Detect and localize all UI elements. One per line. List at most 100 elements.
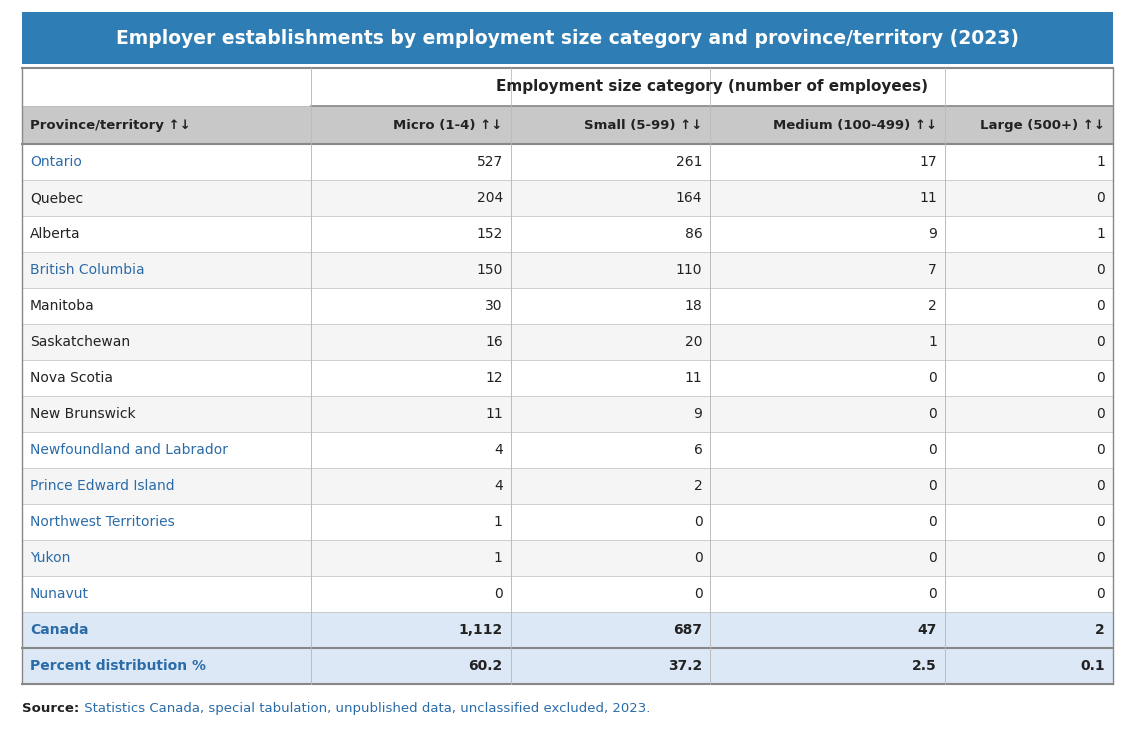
Text: Large (500+) ↑↓: Large (500+) ↑↓ <box>980 118 1105 132</box>
Bar <box>22 180 311 216</box>
Bar <box>511 106 711 144</box>
Text: 86: 86 <box>684 227 703 241</box>
Text: Manitoba: Manitoba <box>30 299 94 313</box>
Bar <box>311 180 511 216</box>
Text: 2.5: 2.5 <box>913 659 938 673</box>
Bar <box>945 648 1113 684</box>
Bar <box>22 252 311 288</box>
Bar <box>511 216 711 252</box>
Bar <box>311 648 511 684</box>
Bar <box>945 612 1113 648</box>
Text: 0.1: 0.1 <box>1081 659 1105 673</box>
Text: Source:: Source: <box>22 702 79 715</box>
Text: 204: 204 <box>477 191 503 205</box>
Bar <box>311 504 511 540</box>
Text: Yukon: Yukon <box>30 551 70 565</box>
Text: 0: 0 <box>1096 335 1105 349</box>
Bar <box>22 288 311 324</box>
Text: 0: 0 <box>1096 371 1105 385</box>
Text: Nunavut: Nunavut <box>30 587 89 601</box>
Text: Province/territory ↑↓: Province/territory ↑↓ <box>30 118 191 132</box>
Bar <box>22 576 311 612</box>
Bar <box>22 144 311 180</box>
Bar <box>311 360 511 396</box>
Text: 1: 1 <box>928 335 938 349</box>
Text: 2: 2 <box>928 299 938 313</box>
Bar <box>711 468 945 504</box>
Text: 2: 2 <box>1095 623 1105 637</box>
Bar <box>711 396 945 432</box>
Bar <box>22 396 311 432</box>
Bar <box>22 106 311 144</box>
Text: 0: 0 <box>1096 551 1105 565</box>
Text: 0: 0 <box>928 479 938 493</box>
Text: 12: 12 <box>485 371 503 385</box>
Text: 0: 0 <box>928 407 938 421</box>
Text: British Columbia: British Columbia <box>30 263 144 277</box>
Bar <box>311 106 511 144</box>
Text: 0: 0 <box>928 551 938 565</box>
Bar <box>945 216 1113 252</box>
Text: 1: 1 <box>1096 227 1105 241</box>
Bar <box>711 288 945 324</box>
Text: 0: 0 <box>928 587 938 601</box>
Text: 0: 0 <box>1096 515 1105 529</box>
Text: 30: 30 <box>486 299 503 313</box>
Text: 11: 11 <box>485 407 503 421</box>
Bar <box>311 396 511 432</box>
Bar <box>711 612 945 648</box>
Text: 0: 0 <box>693 551 703 565</box>
Text: 0: 0 <box>928 371 938 385</box>
Text: 0: 0 <box>1096 407 1105 421</box>
Bar <box>311 216 511 252</box>
Bar <box>311 324 511 360</box>
Bar <box>511 468 711 504</box>
Bar <box>22 432 311 468</box>
Text: 0: 0 <box>1096 443 1105 457</box>
Bar <box>711 180 945 216</box>
Bar <box>22 360 311 396</box>
Text: 164: 164 <box>676 191 703 205</box>
Bar <box>311 432 511 468</box>
Text: 60.2: 60.2 <box>469 659 503 673</box>
Bar <box>945 504 1113 540</box>
Text: 0: 0 <box>693 515 703 529</box>
Text: Ontario: Ontario <box>30 155 82 169</box>
Text: 4: 4 <box>494 479 503 493</box>
Text: 0: 0 <box>1096 587 1105 601</box>
Bar <box>22 648 311 684</box>
Bar <box>945 540 1113 576</box>
Bar <box>511 540 711 576</box>
Text: New Brunswick: New Brunswick <box>30 407 135 421</box>
Text: 150: 150 <box>477 263 503 277</box>
Text: Northwest Territories: Northwest Territories <box>30 515 175 529</box>
Text: Canada: Canada <box>30 623 89 637</box>
Text: 1: 1 <box>1096 155 1105 169</box>
Text: 20: 20 <box>684 335 703 349</box>
Bar <box>311 612 511 648</box>
Text: 1: 1 <box>494 515 503 529</box>
Text: Micro (1-4) ↑↓: Micro (1-4) ↑↓ <box>394 118 503 132</box>
Bar <box>945 360 1113 396</box>
Bar <box>945 396 1113 432</box>
Bar <box>511 252 711 288</box>
Bar <box>511 360 711 396</box>
Text: 37.2: 37.2 <box>669 659 703 673</box>
Text: 11: 11 <box>919 191 938 205</box>
Text: 6: 6 <box>693 443 703 457</box>
Bar <box>511 612 711 648</box>
Bar <box>311 540 511 576</box>
Bar <box>311 68 1113 106</box>
Bar <box>22 12 1113 64</box>
Text: 0: 0 <box>1096 191 1105 205</box>
Text: 152: 152 <box>477 227 503 241</box>
Text: Newfoundland and Labrador: Newfoundland and Labrador <box>30 443 228 457</box>
Bar <box>22 468 311 504</box>
Bar <box>711 106 945 144</box>
Bar <box>22 68 311 106</box>
Bar <box>711 252 945 288</box>
Text: 18: 18 <box>684 299 703 313</box>
Text: 11: 11 <box>684 371 703 385</box>
Bar <box>511 180 711 216</box>
Text: 110: 110 <box>676 263 703 277</box>
